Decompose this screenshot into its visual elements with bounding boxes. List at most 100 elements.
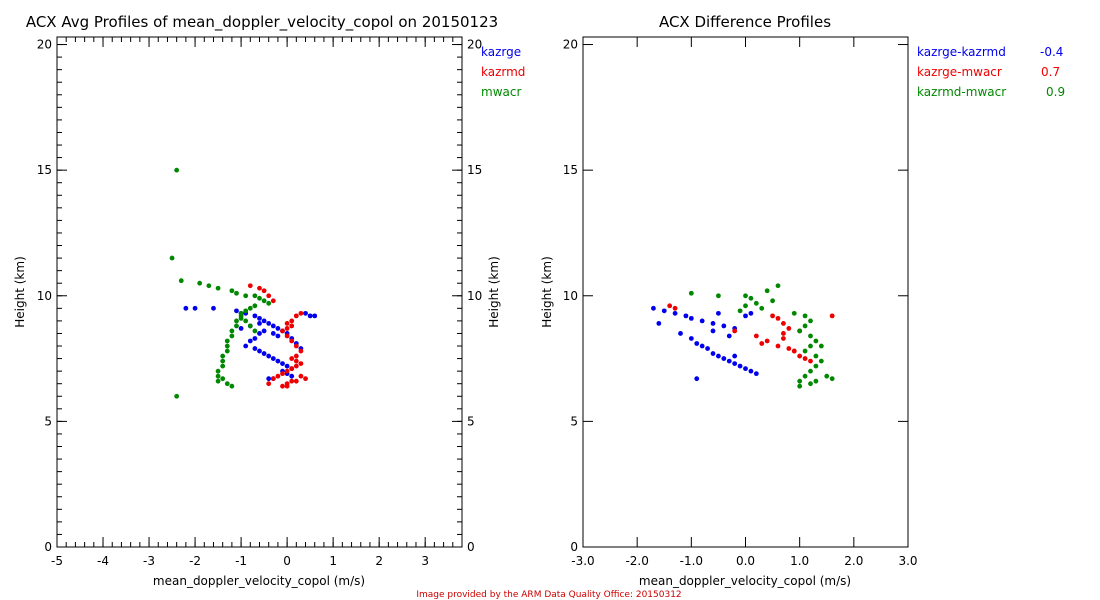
data-point-mwacr [229, 383, 235, 389]
data-point-kazrmd [289, 356, 295, 361]
data-point-kazrge-mwacr [753, 333, 759, 339]
data-point-mwacr [229, 328, 235, 334]
data-point-kazrge [261, 351, 267, 356]
x-tick-label: 2 [375, 554, 383, 568]
y-tick-label-right: 5 [467, 414, 475, 428]
data-point-kazrmd-mwacr [759, 305, 765, 311]
data-point-kazrmd-mwacr [808, 381, 813, 387]
data-point-kazrge-kazrmd [699, 343, 705, 349]
data-point-kazrmd-mwacr [716, 293, 721, 299]
data-point-mwacr [234, 318, 239, 324]
data-point-kazrge-kazrmd [694, 376, 700, 382]
data-point-kazrge [243, 343, 249, 349]
plot-frame [582, 36, 909, 548]
y-tick-label: 15 [563, 163, 578, 177]
data-point-kazrge-kazrmd [726, 333, 732, 339]
data-point-kazrmd [289, 323, 295, 329]
axis-ticks: -3.0 -2.0 -1.0 0.0 1.0 2.0 3.0 0 5 10 15 20 [563, 37, 918, 568]
data-point-kazrge-mwacr [672, 305, 678, 311]
data-point-kazrge [261, 328, 267, 334]
data-point-kazrmd [293, 343, 299, 349]
data-point-kazrge [252, 336, 258, 341]
x-tick-label: -5 [51, 554, 63, 568]
data-point-kazrmd-mwacr [797, 383, 803, 389]
y-axis-label: Height (km) [13, 256, 27, 327]
data-point-kazrmd-mwacr [829, 376, 835, 382]
data-point-kazrmd [289, 338, 295, 344]
data-point-kazrmd-mwacr [748, 295, 754, 301]
y-axis-label-right: Height (km) [487, 256, 501, 327]
credit-text: Image provided by the ARM Data Quality O… [416, 590, 681, 600]
data-point-kazrge [266, 376, 272, 382]
data-point-mwacr [174, 167, 180, 173]
data-point-kazrmd [289, 378, 295, 384]
data-point-kazrmd [284, 368, 290, 374]
data-point-kazrmd [289, 366, 295, 372]
data-point-mwacr [215, 285, 221, 291]
plot-frame [56, 36, 463, 548]
data-point-kazrge-mwacr [829, 313, 835, 319]
data-point-kazrmd-mwacr [764, 288, 770, 294]
data-point-kazrmd-mwacr [808, 368, 813, 374]
legend-value-kazrge-kazrmd: -0.4 [1040, 45, 1063, 59]
y-tick-label: 0 [570, 540, 578, 554]
data-point-kazrmd [280, 328, 285, 334]
data-point-kazrge [257, 348, 262, 354]
data-point-kazrge [284, 363, 290, 369]
data-point-kazrmd-mwacr [770, 298, 775, 304]
data-point-kazrge-kazrmd [710, 328, 716, 334]
data-point-mwacr [261, 298, 267, 304]
data-point-kazrge [238, 326, 244, 331]
y-tick-label: 15 [37, 163, 52, 177]
data-point-kazrge-mwacr [786, 346, 792, 351]
data-point-kazrge-kazrmd [661, 308, 667, 314]
x-tick-label: 1.0 [790, 554, 809, 568]
data-point-kazrmd-mwacr [813, 353, 819, 359]
data-point-kazrge-kazrmd [656, 321, 662, 326]
data-point-kazrge [257, 321, 262, 326]
data-points [169, 167, 318, 399]
data-point-kazrge [270, 356, 276, 361]
legend-entry-kazrge-kazrmd: kazrge-kazrmd [917, 45, 1006, 59]
data-point-kazrmd [284, 333, 290, 339]
data-point-kazrge-mwacr [732, 328, 738, 334]
data-point-kazrge-kazrmd [737, 363, 743, 369]
data-point-kazrge-kazrmd [694, 341, 700, 346]
data-point-kazrge-kazrmd [699, 318, 705, 324]
data-point-kazrge [307, 313, 313, 319]
data-point-kazrmd [270, 298, 276, 304]
x-tick-label: 2.0 [844, 554, 863, 568]
data-point-mwacr [224, 343, 230, 349]
data-point-kazrge [261, 318, 267, 324]
data-point-kazrmd-mwacr [791, 310, 797, 316]
data-point-kazrge-kazrmd [743, 313, 748, 319]
data-point-mwacr [243, 293, 249, 299]
data-point-kazrmd [270, 376, 276, 382]
data-point-mwacr [247, 305, 253, 311]
x-tick-label: -1.0 [680, 554, 703, 568]
data-point-kazrge [266, 321, 272, 326]
data-point-mwacr [220, 363, 226, 369]
data-point-kazrge-mwacr [775, 343, 781, 349]
data-point-kazrge [266, 353, 272, 359]
y-tick-label-right: 20 [467, 38, 482, 52]
data-point-kazrmd-mwacr [818, 343, 824, 349]
data-point-kazrge-mwacr [797, 353, 803, 359]
data-point-kazrmd [266, 381, 272, 387]
data-point-kazrge [312, 313, 318, 319]
y-tick-label: 5 [570, 414, 578, 428]
x-tick-label: 1 [329, 554, 337, 568]
data-point-mwacr [229, 333, 235, 339]
data-point-kazrge-mwacr [667, 303, 673, 309]
data-point-kazrmd [266, 293, 272, 299]
data-point-kazrge-kazrmd [683, 313, 689, 319]
legend-value-kazrge-mwacr: 0.7 [1041, 65, 1060, 79]
data-points [651, 283, 835, 389]
data-point-kazrge [275, 333, 281, 339]
data-point-kazrge-mwacr [781, 321, 786, 326]
data-point-kazrge [252, 346, 258, 351]
data-point-kazrmd-mwacr [802, 313, 808, 319]
data-point-kazrmd [298, 310, 304, 316]
y-axis-label: Height (km) [540, 256, 554, 327]
data-point-kazrmd [298, 373, 304, 379]
